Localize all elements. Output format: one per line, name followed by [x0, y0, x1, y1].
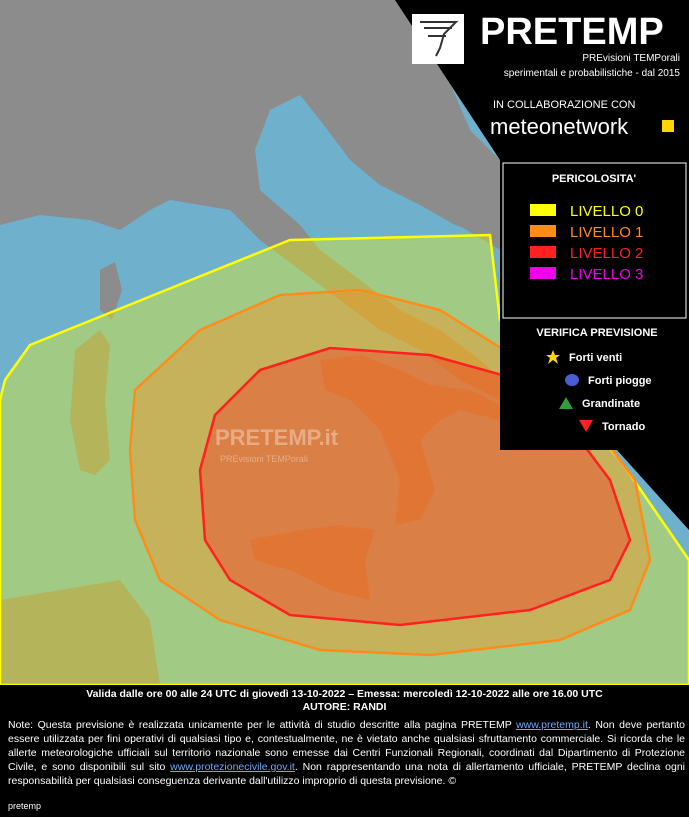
partner: meteonetwork	[490, 114, 629, 139]
header-subtitle: PREvisioni TEMPorali	[582, 53, 680, 64]
sardinia	[70, 330, 110, 475]
verification-title: VERIFICA PREVISIONE	[536, 327, 657, 339]
legend-swatch	[530, 267, 556, 279]
note: Note: Questa previsione è realizzata uni…	[0, 714, 689, 788]
note-text: Note: Questa previsione è realizzata uni…	[8, 719, 517, 731]
credit: pretemp	[8, 801, 42, 811]
circle-icon	[565, 374, 579, 386]
legend-label: LIVELLO 1	[570, 224, 643, 241]
author: AUTORE: RANDI	[302, 701, 387, 713]
header-panel	[395, 0, 689, 160]
legend-label: LIVELLO 3	[570, 266, 643, 283]
sicily	[250, 525, 375, 600]
collaboration: IN COLLABORAZIONE CON	[493, 99, 635, 111]
legend-swatch	[530, 204, 556, 216]
header-title: PRETEMP	[480, 11, 664, 53]
logo-tornado	[420, 21, 459, 57]
validity: Valida dalle ore 00 alle 24 UTC di giove…	[86, 688, 603, 700]
verification-label: Tornado	[602, 421, 645, 433]
header-tagline: sperimentali e probabilistiche - dal 201…	[504, 68, 681, 79]
legend-title: PERICOLOSITA'	[552, 173, 637, 185]
note-text: . Non deve pertanto essere utilizzata pe…	[8, 719, 685, 773]
legend-label: LIVELLO 0	[570, 203, 643, 220]
footer: Valida dalle ore 00 alle 24 UTC di giove…	[0, 685, 689, 817]
map: PRETEMP.it PREvisioni TEMPorali PRETEMP …	[0, 0, 689, 685]
south-italy	[320, 355, 510, 525]
inverted-triangle-icon	[579, 420, 593, 432]
note-text: . Non rappresentando una nota di allerta…	[8, 761, 685, 787]
triangle-icon	[559, 397, 573, 409]
link[interactable]: www.protezionecivile.gov.it	[170, 761, 295, 773]
corsica	[100, 262, 122, 320]
verification-label: Forti piogge	[588, 375, 652, 387]
africa	[0, 580, 160, 685]
legend-box	[502, 162, 687, 319]
legend-label: LIVELLO 2	[570, 245, 643, 262]
partner-square	[662, 120, 674, 132]
verification-label: Forti venti	[569, 352, 622, 364]
legend-swatch	[530, 225, 556, 237]
verification-label: Grandinate	[582, 398, 640, 410]
star-icon	[546, 350, 560, 364]
watermark-subtitle: PREvisioni TEMPorali	[220, 454, 308, 464]
watermark: PRETEMP.it PREvisioni TEMPorali	[215, 425, 339, 464]
link[interactable]: www.pretemp.it	[516, 719, 588, 731]
legend-swatch	[530, 246, 556, 258]
watermark-title: PRETEMP.it	[215, 425, 339, 450]
